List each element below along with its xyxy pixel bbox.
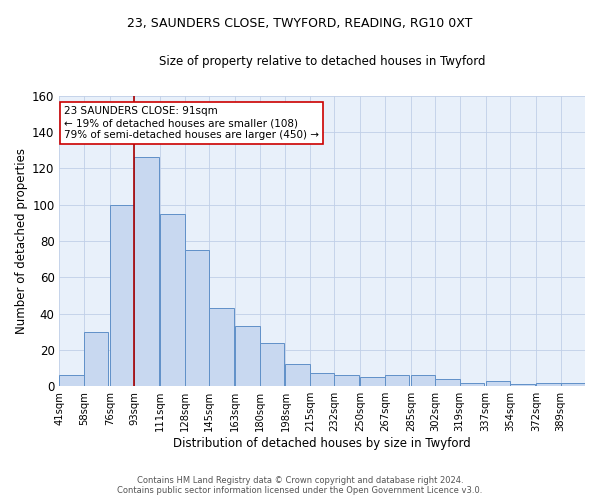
- Bar: [59, 376, 84, 386]
- Bar: [209, 308, 233, 386]
- Text: 23, SAUNDERS CLOSE, TWYFORD, READING, RG10 0XT: 23, SAUNDERS CLOSE, TWYFORD, READING, RG…: [127, 18, 473, 30]
- Bar: [361, 377, 385, 386]
- Bar: [560, 382, 585, 386]
- Bar: [485, 381, 510, 386]
- Bar: [310, 374, 334, 386]
- Bar: [185, 250, 209, 386]
- Bar: [84, 332, 109, 386]
- Bar: [411, 376, 435, 386]
- Y-axis label: Number of detached properties: Number of detached properties: [15, 148, 28, 334]
- Bar: [536, 382, 560, 386]
- Bar: [134, 158, 159, 386]
- Bar: [160, 214, 185, 386]
- Bar: [235, 326, 260, 386]
- Bar: [435, 379, 460, 386]
- Text: Contains HM Land Registry data © Crown copyright and database right 2024.
Contai: Contains HM Land Registry data © Crown c…: [118, 476, 482, 495]
- Text: 23 SAUNDERS CLOSE: 91sqm
← 19% of detached houses are smaller (108)
79% of semi-: 23 SAUNDERS CLOSE: 91sqm ← 19% of detach…: [64, 106, 319, 140]
- Bar: [334, 376, 359, 386]
- X-axis label: Distribution of detached houses by size in Twyford: Distribution of detached houses by size …: [173, 437, 471, 450]
- Bar: [286, 364, 310, 386]
- Bar: [510, 384, 535, 386]
- Bar: [110, 204, 134, 386]
- Bar: [260, 342, 284, 386]
- Bar: [385, 376, 409, 386]
- Bar: [460, 382, 484, 386]
- Title: Size of property relative to detached houses in Twyford: Size of property relative to detached ho…: [159, 55, 485, 68]
